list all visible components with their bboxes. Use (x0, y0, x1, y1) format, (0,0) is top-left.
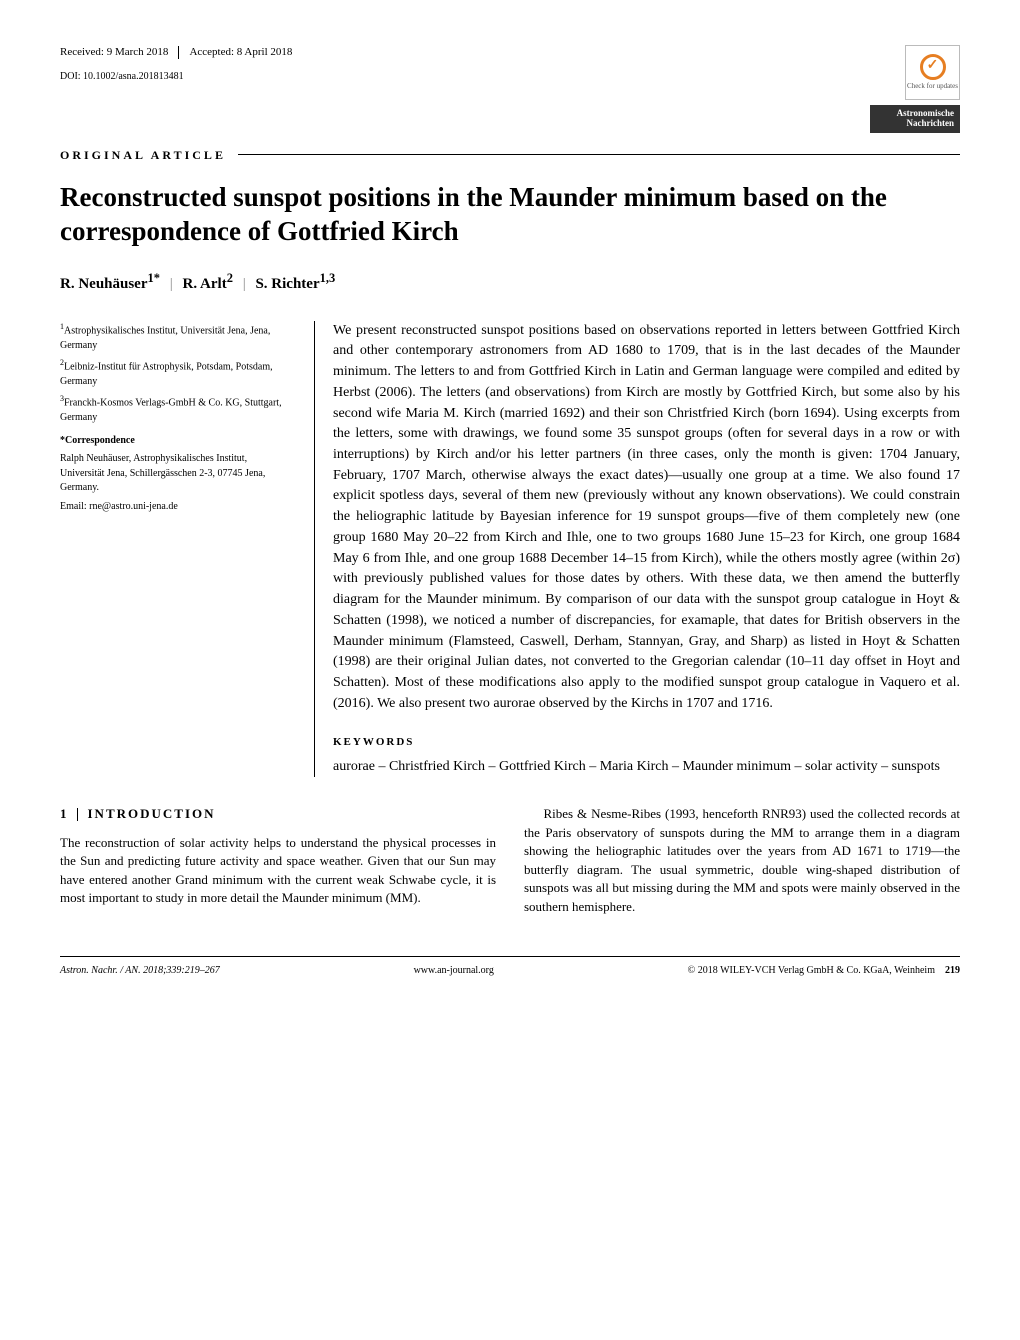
check-updates-label: Check for updates (907, 82, 958, 91)
abstract-text: We present reconstructed sunspot positio… (333, 321, 960, 715)
footer-copyright: © 2018 WILEY-VCH Verlag GmbH & Co. KGaA,… (688, 964, 935, 978)
accepted-date: Accepted: 8 April 2018 (189, 45, 292, 60)
page-number: 219 (945, 964, 960, 978)
horizontal-rule (238, 154, 960, 155)
journal-badge: Astronomische Nachrichten (870, 105, 960, 133)
author-3-affil: 1,3 (320, 271, 336, 285)
keywords-text: aurorae – Christfried Kirch – Gottfried … (333, 757, 960, 778)
author-1: R. Neuhäuser1* (60, 276, 160, 292)
section-1-title: INTRODUCTION (88, 805, 216, 823)
author-1-affil: 1* (148, 271, 161, 285)
article-type-row: ORIGINAL ARTICLE (60, 147, 960, 163)
author-separator: | (237, 276, 252, 292)
affiliation-1-text: Astrophysikalisches Institut, Universitä… (60, 325, 270, 351)
author-2-name: R. Arlt (183, 276, 227, 292)
badge-column: ✓ Check for updates Astronomische Nachri… (870, 45, 960, 133)
author-list: R. Neuhäuser1* | R. Arlt2 | S. Richter1,… (60, 270, 960, 294)
journal-name-line2: Nachrichten (876, 119, 954, 129)
author-3: S. Richter1,3 (255, 276, 335, 292)
heading-divider (77, 808, 78, 821)
check-updates-icon: ✓ (920, 54, 946, 80)
section-1-number: 1 (60, 805, 67, 823)
affiliation-2: 2Leibniz-Institut für Astrophysik, Potsd… (60, 357, 292, 389)
dates-row: Received: 9 March 2018 Accepted: 8 April… (60, 45, 292, 60)
section-1-heading: 1 INTRODUCTION (60, 805, 496, 823)
affiliation-3: 3Franckh-Kosmos Verlags-GmbH & Co. KG, S… (60, 393, 292, 425)
received-date: Received: 9 March 2018 (60, 45, 168, 60)
author-separator: | (164, 276, 179, 292)
footer-citation: Astron. Nachr. / AN. 2018;339:219–267 (60, 964, 220, 978)
date-divider (178, 46, 179, 59)
page-header: Received: 9 March 2018 Accepted: 8 April… (60, 45, 960, 133)
author-1-name: R. Neuhäuser (60, 276, 148, 292)
abstract-column: We present reconstructed sunspot positio… (314, 321, 960, 778)
article-type-label: ORIGINAL ARTICLE (60, 147, 226, 163)
check-updates-badge[interactable]: ✓ Check for updates (905, 45, 960, 100)
author-2-affil: 2 (227, 271, 233, 285)
keywords-label: KEYWORDS (333, 734, 960, 750)
intro-paragraph-1: The reconstruction of solar activity hel… (60, 834, 496, 908)
footer-copyright-block: © 2018 WILEY-VCH Verlag GmbH & Co. KGaA,… (688, 964, 960, 978)
affiliation-1: 1Astrophysikalisches Institut, Universit… (60, 321, 292, 353)
intro-paragraph-2: Ribes & Nesme-Ribes (1993, henceforth RN… (524, 805, 960, 916)
affiliation-2-text: Leibniz-Institut für Astrophysik, Potsda… (60, 361, 273, 387)
page-footer: Astron. Nachr. / AN. 2018;339:219–267 ww… (60, 956, 960, 978)
affiliation-column: 1Astrophysikalisches Institut, Universit… (60, 321, 292, 778)
body-text: 1 INTRODUCTION The reconstruction of sol… (60, 805, 960, 916)
affiliation-abstract-row: 1Astrophysikalisches Institut, Universit… (60, 321, 960, 778)
footer-url: www.an-journal.org (414, 964, 494, 978)
meta-block: Received: 9 March 2018 Accepted: 8 April… (60, 45, 292, 83)
article-title: Reconstructed sunspot positions in the M… (60, 181, 960, 249)
affiliation-3-text: Franckh-Kosmos Verlags-GmbH & Co. KG, St… (60, 398, 282, 424)
correspondence-email: Email: rne@astro.uni-jena.de (60, 500, 292, 515)
author-3-name: S. Richter (255, 276, 319, 292)
doi-text: DOI: 10.1002/asna.201813481 (60, 70, 292, 84)
author-2: R. Arlt2 (183, 276, 233, 292)
correspondence-label: *Correspondence (60, 434, 292, 449)
correspondence-text: Ralph Neuhäuser, Astrophysikalisches Ins… (60, 452, 292, 496)
